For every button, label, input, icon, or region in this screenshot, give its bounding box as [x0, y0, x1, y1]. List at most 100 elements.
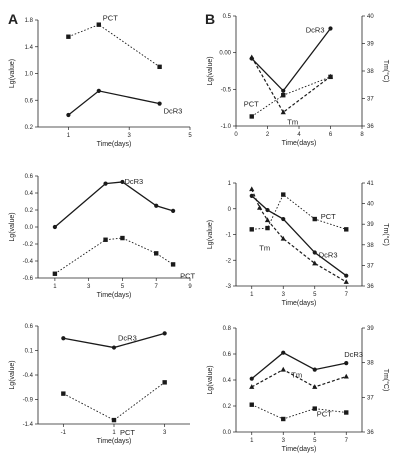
data-point-tm: [280, 235, 286, 241]
y-tick-label: 0.6: [25, 174, 34, 180]
series-label-tm: Tm: [291, 371, 302, 380]
x-tick-label: 5: [121, 284, 125, 290]
y2-tick-label: 40: [367, 202, 374, 208]
series-label-dcr3: DcR3: [124, 177, 143, 186]
x-tick-label: 5: [188, 133, 192, 139]
y-tick-label: 0.6: [223, 352, 232, 358]
y-tick-label: 0.5: [223, 14, 232, 20]
data-point-dcr3: [66, 112, 71, 118]
y-tick-label: 0.0: [25, 225, 34, 231]
data-point-dcr3: [61, 336, 66, 341]
data-point-pct: [249, 114, 254, 119]
data-point-pct: [52, 271, 58, 276]
series-label-pct: PCT: [103, 14, 118, 23]
data-point-tm: [249, 186, 255, 192]
data-point-dcr3: [171, 208, 176, 213]
data-point-pct: [281, 416, 286, 422]
data-point-pct: [103, 237, 108, 242]
data-point-dcr3: [281, 216, 286, 222]
x-tick-label: 2: [266, 132, 270, 138]
data-point-dcr3: [249, 376, 254, 381]
x-tick-label: 7: [155, 284, 159, 290]
y2-tick-label: 38: [367, 243, 374, 249]
y-tick-label: 1.4: [25, 45, 34, 51]
y-tick-label: -0.6: [23, 276, 34, 282]
y-tick-label: 0.4: [25, 191, 34, 197]
chart-a3: -1 1 3 -1.4 -0.9 -0.4 0.1 0.6 Time(days) Lg(value…: [9, 324, 190, 445]
chart-b2: 1 3 5 7 -3 -2 -1 0 1 36 37 38 39 40 41 Time(days) Lg(val…: [207, 181, 390, 307]
data-point-pct: [120, 235, 125, 241]
y-axis-label: Lg(value): [207, 365, 214, 394]
y2-tick-label: 37: [367, 395, 374, 401]
data-point-pct: [281, 192, 286, 197]
y-axis-label: Lg(value): [207, 56, 214, 85]
y-tick-label: 0.0: [223, 430, 232, 436]
y2-tick-label: 39: [367, 222, 374, 228]
chart-a1: 1 3 5 0.2 0.6 1.0 1.4 1.8 Time(days) Lg(value) PCT…: [9, 14, 192, 148]
data-point-dcr3: [103, 181, 108, 186]
y-tick-label: -2: [226, 258, 232, 264]
data-point-pct: [249, 227, 254, 232]
y-tick-label: -0.9: [23, 398, 34, 404]
x-tick-label: 1: [53, 284, 57, 290]
y2-axis-label: Tm(°C): [382, 60, 390, 83]
data-point-pct: [111, 417, 117, 423]
y2-axis-label: Tm(°C): [382, 223, 390, 246]
x-tick-label: 3: [282, 438, 286, 444]
data-point-dcr3: [281, 88, 286, 93]
panel-label-b: B: [205, 11, 215, 27]
y2-tick-label: 37: [367, 97, 374, 103]
chart-b1: 0 2 4 6 8 -1.0 -0.5 0.00 0.5 36 37 38 39 40 Time(days)…: [207, 14, 390, 147]
y2-tick-label: 38: [367, 69, 374, 75]
series-label-dcr3: DcR3: [164, 107, 183, 116]
x-tick-label: 4: [297, 132, 301, 138]
data-point-tm: [343, 279, 349, 284]
series-label-pct: PCT: [317, 410, 332, 419]
data-point-tm: [280, 366, 286, 372]
x-axis-label: Time(days): [282, 140, 317, 147]
y-tick-label: 1: [228, 181, 232, 187]
data-point-pct: [170, 262, 176, 267]
x-tick-label: 5: [313, 292, 317, 298]
data-point-pct: [344, 410, 349, 415]
data-point-pct: [281, 93, 286, 98]
series-label-pct: PCT: [244, 99, 259, 108]
chart-b3: 1 3 5 7 0.0 0.2 0.4 0.6 0.8 36 37 38 39 Time(days) Lg(…: [207, 326, 390, 453]
data-point-pct: [265, 225, 270, 231]
series-label-tm: Tm: [259, 244, 270, 253]
y2-tick-label: 39: [367, 42, 374, 48]
series-line-dcr3: [63, 332, 165, 349]
y-tick-label: -1: [226, 233, 232, 239]
x-tick-label: 1: [250, 292, 254, 298]
x-axis-label: Time(days): [282, 300, 317, 307]
x-tick-label: 3: [87, 284, 91, 290]
y-tick-label: 0.4: [223, 378, 232, 384]
data-point-pct: [157, 64, 162, 70]
data-point-dcr3: [281, 350, 286, 355]
series-line-pct: [68, 24, 160, 68]
data-point-pct: [154, 251, 159, 256]
y2-tick-label: 36: [367, 430, 374, 436]
y-tick-label: 1.8: [25, 18, 34, 24]
data-point-pct: [66, 34, 71, 39]
series-label-dcr3: DcR3: [118, 334, 137, 343]
series-line-pct: [54, 237, 174, 275]
y2-tick-label: 37: [367, 263, 374, 269]
data-point-pct: [312, 216, 317, 222]
data-point-dcr3: [52, 224, 57, 230]
y-tick-label: -3: [226, 284, 232, 290]
y-axis-label: Lg(value): [9, 59, 16, 88]
data-point-dcr3: [344, 361, 349, 366]
y-tick-label: 0.8: [223, 326, 232, 332]
y-tick-label: 0.00: [219, 51, 231, 57]
data-point-pct: [249, 402, 254, 407]
x-tick-label: 1: [112, 430, 116, 436]
data-point-dcr3: [312, 367, 317, 372]
x-tick-label: 1: [250, 438, 254, 444]
x-axis-label: Time(days): [282, 446, 317, 453]
data-point-dcr3: [328, 26, 333, 31]
y-axis-label: Lg(value): [207, 220, 214, 249]
y-tick-label: 1.0: [25, 72, 34, 78]
data-point-tm: [280, 109, 286, 115]
